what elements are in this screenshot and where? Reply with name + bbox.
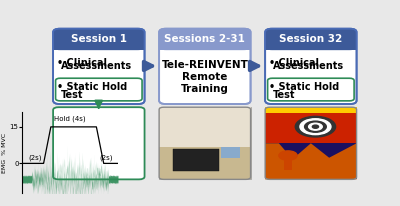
Text: Sessions 2-31: Sessions 2-31 [164,34,245,44]
FancyBboxPatch shape [159,29,250,50]
Bar [159,38,250,50]
Text: • Clinical: • Clinical [57,58,107,68]
Text: • Static Hold: • Static Hold [269,82,339,92]
Circle shape [300,119,331,135]
Text: Tele-REINVENT
Remote
Training: Tele-REINVENT Remote Training [162,61,248,94]
Bar [159,107,250,147]
FancyBboxPatch shape [53,29,144,50]
Bar [265,107,356,113]
Text: (2s): (2s) [28,154,42,161]
Y-axis label: EMG  % MVC: EMG % MVC [2,132,7,172]
Text: Assessments: Assessments [61,61,132,71]
FancyBboxPatch shape [53,107,144,179]
Bar [53,38,144,50]
Circle shape [312,125,318,128]
Text: Assessments: Assessments [273,61,344,71]
Circle shape [295,116,336,137]
Text: • Clinical: • Clinical [269,58,319,68]
FancyBboxPatch shape [265,29,356,50]
Bar [265,143,356,179]
Bar [265,107,356,143]
FancyBboxPatch shape [53,29,144,104]
Text: Hold (4s): Hold (4s) [54,115,86,122]
Text: Test: Test [61,90,83,99]
Bar [284,157,292,170]
Circle shape [279,151,297,160]
Text: Test: Test [273,90,295,99]
Bar [159,147,250,179]
Circle shape [304,121,326,132]
FancyBboxPatch shape [159,29,250,104]
FancyBboxPatch shape [265,29,356,104]
Text: Session 32: Session 32 [279,34,342,44]
Circle shape [309,123,322,130]
Bar [173,149,218,171]
Bar [159,107,250,179]
Text: (2s): (2s) [99,154,113,161]
Bar [221,147,240,158]
PathPatch shape [265,143,356,179]
Text: Session 1: Session 1 [71,34,127,44]
Bar [265,38,356,50]
Text: • Static Hold: • Static Hold [57,82,127,92]
